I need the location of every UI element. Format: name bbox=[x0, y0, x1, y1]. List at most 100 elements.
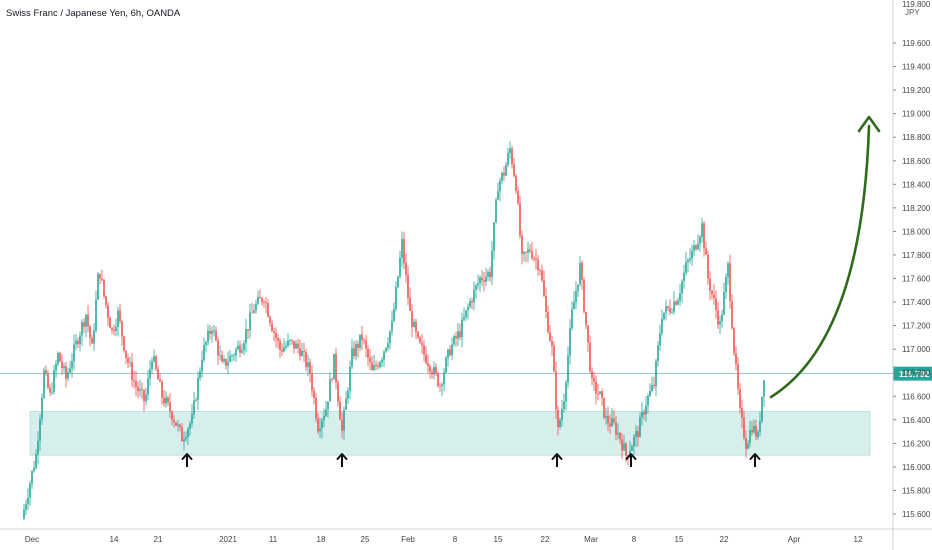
candle-body bbox=[495, 199, 497, 223]
candle-body bbox=[83, 322, 85, 327]
candle-body bbox=[625, 443, 627, 456]
chart-title: Swiss Franc / Japanese Yen, 6h, OANDA bbox=[6, 8, 181, 19]
candle-body bbox=[343, 409, 345, 431]
x-tick-label: 25 bbox=[361, 535, 370, 544]
candle-body bbox=[297, 343, 299, 349]
candle-body bbox=[143, 389, 145, 402]
y-tick-label: 118.400 bbox=[902, 180, 931, 189]
candle-body bbox=[313, 390, 315, 398]
candle-body bbox=[761, 396, 763, 422]
y-tick-label: 116.000 bbox=[902, 463, 931, 472]
candle-body bbox=[715, 298, 717, 311]
candle-body bbox=[451, 344, 453, 356]
candle-body bbox=[535, 258, 537, 260]
candle-body bbox=[543, 280, 545, 297]
candle-body bbox=[55, 363, 57, 371]
candle-body bbox=[279, 340, 281, 350]
y-tick-label: 118.800 bbox=[902, 133, 931, 142]
candle-body bbox=[527, 249, 529, 253]
candle-body bbox=[347, 390, 349, 399]
candle-body bbox=[697, 243, 699, 250]
candle-body bbox=[713, 294, 715, 299]
candle-body bbox=[763, 380, 765, 397]
candle-body bbox=[405, 262, 407, 275]
candle-body bbox=[687, 260, 689, 263]
x-tick-label: 8 bbox=[453, 535, 458, 544]
candle-body bbox=[289, 340, 291, 341]
support-zone[interactable] bbox=[29, 411, 871, 456]
candle-body bbox=[743, 417, 745, 438]
candle-body bbox=[217, 340, 219, 356]
candle-body bbox=[81, 322, 83, 336]
candle-body bbox=[315, 397, 317, 419]
candle-body bbox=[61, 361, 63, 369]
candle-body bbox=[533, 258, 535, 260]
candle-body bbox=[691, 250, 693, 259]
candle-body bbox=[437, 372, 439, 386]
candle-body bbox=[669, 308, 671, 313]
candle-body bbox=[711, 290, 713, 295]
candle-body bbox=[445, 357, 447, 373]
candle-body bbox=[119, 310, 121, 322]
y-tick-label: 118.200 bbox=[902, 204, 931, 213]
candle-body bbox=[597, 393, 599, 395]
candle-body bbox=[227, 361, 229, 366]
candle-body bbox=[575, 290, 577, 302]
y-tick-label: 119.200 bbox=[902, 86, 931, 95]
candle-body bbox=[613, 418, 615, 423]
candle-body bbox=[237, 345, 239, 350]
candle-body bbox=[299, 348, 301, 356]
candle-body bbox=[475, 285, 477, 290]
candle-body bbox=[249, 312, 251, 331]
up-arrow-head bbox=[625, 453, 637, 460]
candle-body bbox=[135, 381, 137, 387]
candle-body bbox=[417, 331, 419, 338]
candle-body bbox=[353, 348, 355, 357]
current-price-tag[interactable] bbox=[893, 366, 932, 381]
up-arrow-head bbox=[551, 453, 563, 460]
y-tick-label: 118.600 bbox=[902, 157, 931, 166]
candle-body bbox=[351, 348, 353, 367]
candle-body bbox=[429, 366, 431, 372]
candle-body bbox=[379, 362, 381, 368]
candle-body bbox=[359, 334, 361, 348]
candle-body bbox=[193, 400, 195, 415]
candle-body bbox=[59, 352, 61, 362]
candle-body bbox=[233, 355, 235, 357]
candle-body bbox=[203, 345, 205, 360]
candle-body bbox=[349, 366, 351, 391]
candle-body bbox=[229, 355, 231, 362]
candle-body bbox=[31, 471, 33, 484]
candle-body bbox=[519, 203, 521, 236]
candle-body bbox=[133, 380, 135, 382]
candle-body bbox=[439, 385, 441, 387]
candle-body bbox=[665, 306, 667, 313]
candle-body bbox=[501, 172, 503, 181]
candle-body bbox=[41, 397, 43, 420]
x-tick-label: 12 bbox=[854, 535, 863, 544]
candle-body bbox=[511, 148, 513, 165]
candle-body bbox=[449, 349, 451, 356]
x-tick-label: 22 bbox=[720, 535, 729, 544]
candle-body bbox=[269, 316, 271, 324]
candle-body bbox=[695, 245, 697, 250]
candle-body bbox=[657, 345, 659, 362]
up-arrow bbox=[551, 453, 563, 467]
x-tick-label: Feb bbox=[401, 535, 415, 544]
curved-up-arrow[interactable] bbox=[769, 115, 881, 399]
candle-body bbox=[731, 301, 733, 329]
candle-body bbox=[523, 252, 525, 254]
candle-body bbox=[465, 310, 467, 318]
x-tick-label: 8 bbox=[632, 535, 637, 544]
candle-body bbox=[189, 423, 191, 430]
currency-label: JPY bbox=[905, 8, 920, 17]
candle-body bbox=[735, 353, 737, 364]
candle-body bbox=[651, 385, 653, 392]
candle-body bbox=[207, 330, 209, 343]
candle-body bbox=[521, 235, 523, 254]
candle-body bbox=[293, 340, 295, 349]
candle-body bbox=[57, 352, 59, 364]
candle-body bbox=[183, 439, 185, 442]
candle-body bbox=[117, 310, 119, 327]
